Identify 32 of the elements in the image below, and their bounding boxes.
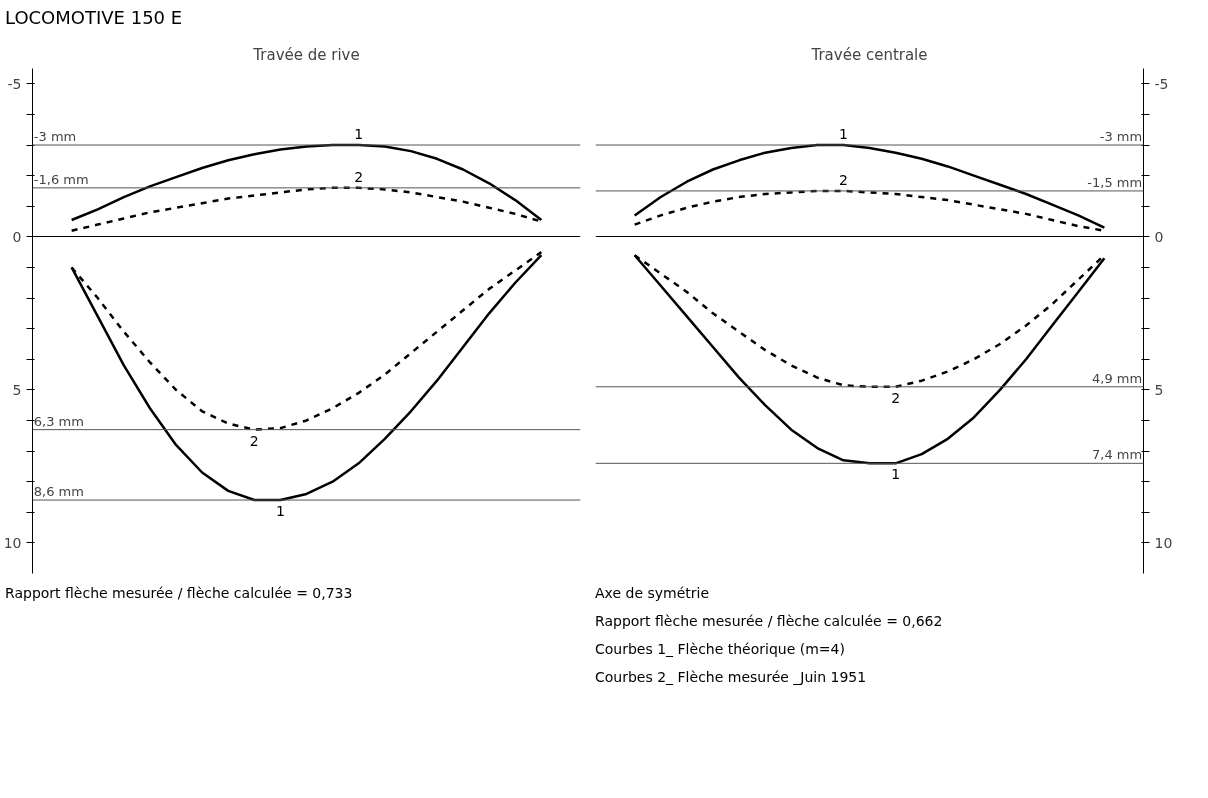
text: Courbes 1_ Flèche théorique (m=4) xyxy=(595,640,845,659)
series-label: 1 xyxy=(891,466,901,483)
chart-subtitle: Travée centrale xyxy=(810,45,928,64)
text: Rapport flèche mesurée / flèche calculée = 0,733 xyxy=(5,584,353,603)
ref-line-label: -3 mm xyxy=(33,129,77,145)
y-tick-label: -5 xyxy=(7,75,22,92)
chart-subtitle: Travée de rive xyxy=(252,45,360,64)
y-tick-label: 5 xyxy=(1154,381,1164,398)
ref-line-label: -1,6 mm xyxy=(33,171,89,187)
y-tick-label: 0 xyxy=(1154,228,1164,245)
chart-title: LOCOMOTIVE 150 E xyxy=(5,6,183,30)
text: Axe de symétrie xyxy=(595,584,710,603)
y-tick-label: 0 xyxy=(12,228,22,245)
text: Courbes 2_ Flèche mesurée _Juin 1951 xyxy=(595,668,867,687)
ref-line-label: -3 mm xyxy=(1099,129,1143,145)
series-label: 1 xyxy=(354,126,364,143)
series-label: 2 xyxy=(354,168,364,185)
series-label: 2 xyxy=(891,389,901,406)
ref-line-label: 4,9 mm xyxy=(1092,370,1143,386)
y-tick-label: 10 xyxy=(1154,534,1173,551)
text: Rapport flèche mesurée / flèche calculée = 0,662 xyxy=(595,612,943,631)
ref-line-label: 7,4 mm xyxy=(1092,447,1143,463)
ref-line-label: 6,3 mm xyxy=(33,413,84,429)
series-label: 2 xyxy=(249,432,259,449)
y-tick-label: 5 xyxy=(12,381,22,398)
series-label: 2 xyxy=(838,171,848,188)
series-label: 1 xyxy=(838,126,848,143)
y-tick-label: 10 xyxy=(3,534,22,551)
series-label: 1 xyxy=(275,503,285,520)
y-tick-label: -5 xyxy=(1154,75,1169,92)
ref-line-label: 8,6 mm xyxy=(33,484,84,500)
ref-line-label: -1,5 mm xyxy=(1087,174,1143,190)
